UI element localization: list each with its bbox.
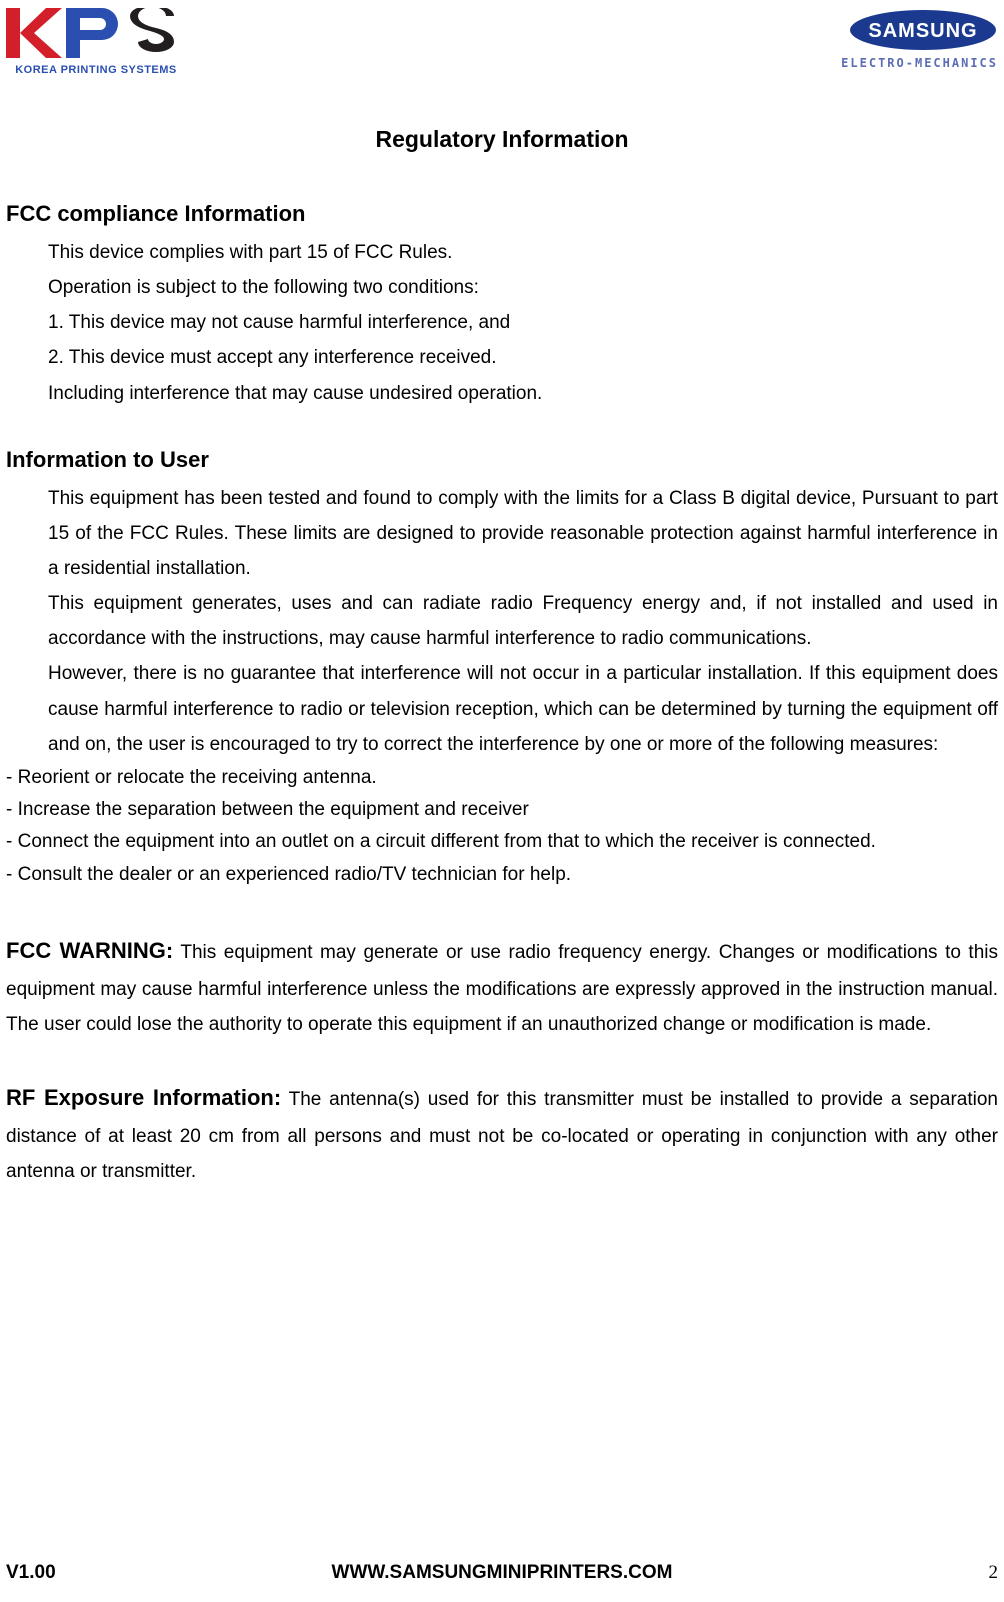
footer: V1.00 WWW.SAMSUNGMINIPRINTERS.COM 2: [6, 1562, 998, 1584]
footer-version: V1.00: [6, 1562, 56, 1584]
fcc-warning-heading: FCC WARNING:: [6, 938, 173, 963]
fcc-line: Operation is subject to the following tw…: [48, 270, 998, 305]
header: KOREA PRINTING SYSTEMS SAMSUNG ELECTRO-M…: [6, 0, 998, 126]
info-user-measures: - Reorient or relocate the receiving ant…: [6, 762, 998, 891]
info-user-heading: Information to User: [6, 447, 998, 473]
info-user-para: This equipment has been tested and found…: [48, 481, 998, 586]
kps-logo: KOREA PRINTING SYSTEMS: [6, 8, 186, 76]
samsung-subline: ELECTRO-MECHANICS: [841, 56, 998, 70]
rf-exposure-heading: RF Exposure Information:: [6, 1085, 281, 1110]
measure-item: - Reorient or relocate the receiving ant…: [6, 762, 998, 794]
measure-item: - Consult the dealer or an experienced r…: [6, 859, 998, 891]
samsung-logo-icon: SAMSUNG: [848, 8, 998, 52]
measure-item: - Connect the equipment into an outlet o…: [6, 826, 998, 858]
measure-item: - Increase the separation between the eq…: [6, 794, 998, 826]
info-user-para: However, there is no guarantee that inte…: [48, 656, 998, 761]
fcc-line: Including interference that may cause un…: [48, 376, 998, 411]
fcc-line: 1. This device may not cause harmful int…: [48, 305, 998, 340]
fcc-compliance-heading: FCC compliance Information: [6, 201, 998, 227]
samsung-logo: SAMSUNG ELECTRO-MECHANICS: [841, 8, 998, 70]
fcc-compliance-body: This device complies with part 15 of FCC…: [6, 235, 998, 411]
kps-logo-icon: [6, 8, 186, 62]
samsung-brand-text: SAMSUNG: [868, 20, 977, 42]
footer-page: 2: [989, 1562, 999, 1584]
kps-tagline: KOREA PRINTING SYSTEMS: [15, 64, 177, 76]
page-title: Regulatory Information: [6, 126, 998, 153]
rf-exposure-block: RF Exposure Information: The antenna(s) …: [6, 1078, 998, 1189]
info-user-para: This equipment generates, uses and can r…: [48, 586, 998, 656]
fcc-warning-block: FCC WARNING: This equipment may generate…: [6, 931, 998, 1042]
fcc-line: This device complies with part 15 of FCC…: [48, 235, 998, 270]
info-user-body: This equipment has been tested and found…: [6, 481, 998, 762]
fcc-line: 2. This device must accept any interfere…: [48, 340, 998, 375]
footer-url: WWW.SAMSUNGMINIPRINTERS.COM: [332, 1562, 673, 1584]
